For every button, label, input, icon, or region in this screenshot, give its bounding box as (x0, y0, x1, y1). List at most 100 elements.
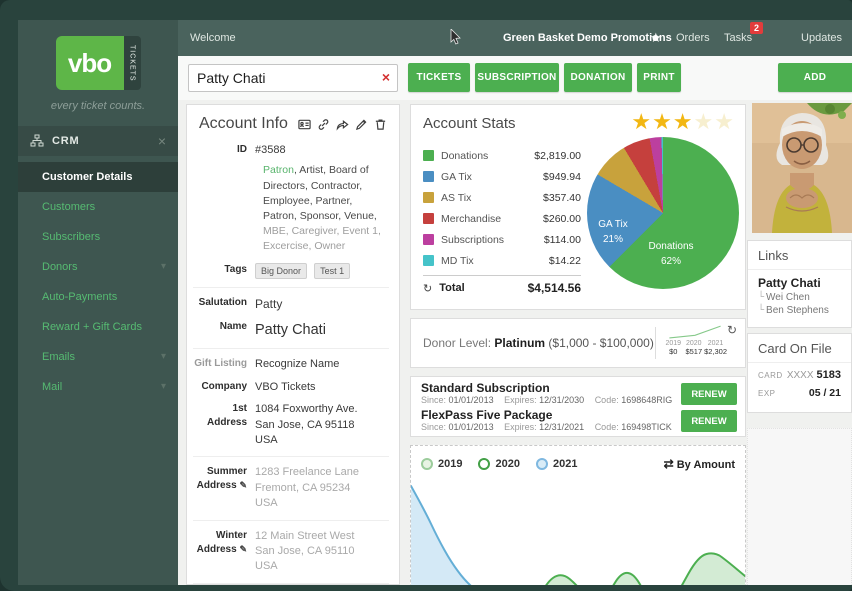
chart-legend: 2019 2020 2021 ⇄ By Amount (421, 454, 735, 474)
by-amount-toggle[interactable]: ⇄ By Amount (663, 457, 735, 471)
link-icon[interactable] (317, 118, 330, 131)
sidebar: vbo TICKETS every ticket counts. CRM × C… (18, 20, 178, 585)
share-forward-icon[interactable] (336, 118, 349, 131)
field-label: ID (237, 144, 247, 155)
account-info-title: Account Info (199, 115, 288, 132)
refresh-icon[interactable]: ↻ (423, 282, 433, 295)
orders-link[interactable]: Orders (676, 32, 710, 44)
subscription-button[interactable]: SUBSCRIPTION (475, 63, 559, 92)
welcome-link[interactable]: Welcome (190, 32, 236, 44)
donor-level-card: Donor Level: Platinum ($1,000 - $100,000… (410, 318, 746, 368)
legend-dot (421, 458, 433, 470)
organization-name[interactable]: Green Basket Demo Promotions (503, 32, 672, 44)
favorite-star-icon[interactable]: ★ (650, 30, 662, 45)
legend-row: Merchandise $260.00 (423, 208, 581, 229)
winter-address: 12 Main Street West San Jose, CA 95110 U… (255, 529, 355, 573)
tickets-button[interactable]: TICKETS (408, 63, 470, 92)
updates-link[interactable]: Updates (801, 32, 842, 44)
sidebar-item-donors[interactable]: Donors ▾ (18, 252, 178, 282)
edit-pencil-icon[interactable]: ✎ (239, 543, 247, 554)
tasks-link[interactable]: Tasks (724, 32, 753, 44)
field-label: Name (219, 321, 247, 333)
sidebar-nav: Customer Details Customers Subscribers D… (18, 162, 178, 402)
customer-search-input[interactable] (188, 64, 398, 92)
empty-panel (747, 428, 852, 585)
legend-swatch (423, 213, 434, 224)
topbar: Welcome Green Basket Demo Promotions ★ O… (178, 20, 852, 56)
salutation-value: Patty (255, 297, 283, 312)
sitemap-icon (30, 134, 44, 147)
edit-pencil-icon[interactable] (355, 118, 368, 131)
edit-pencil-icon[interactable]: ✎ (239, 480, 247, 491)
refresh-icon[interactable]: ↻ (726, 323, 737, 337)
card-last4: 5183 (816, 369, 841, 381)
tasks-badge: 2 (750, 22, 764, 34)
legend-dot (535, 458, 548, 470)
renew-button[interactable]: RENEW (681, 410, 737, 432)
field-label: Tags (224, 263, 247, 275)
customer-id: #3588 (255, 144, 286, 156)
brand-tagline: every ticket counts. (50, 100, 146, 112)
divider (655, 327, 656, 359)
star-rating[interactable]: ★★★★★ (631, 109, 735, 134)
account-stats-card: Account Stats ★★★★★ Donations $2,819.00 G… (410, 104, 746, 310)
legend-row: GA Tix $949.94 (423, 166, 581, 187)
giving-sparkline: 2019 $0 2020 $517 2021 $2,302 (663, 322, 727, 366)
donor-level-value: Platinum (494, 336, 546, 350)
account-info-card: Account Info ID #3588 Patron, Artist, Bo… (186, 104, 400, 585)
renew-button[interactable]: RENEW (681, 383, 737, 405)
company-value: VBO Tickets (255, 380, 316, 393)
vbo-logo: vbo TICKETS (18, 36, 178, 90)
legend-2020[interactable]: 2020 (478, 458, 520, 470)
pie-slice-label: Donations 62% (648, 241, 694, 267)
subscription-row: Standard Subscription Since: 01/01/2013 … (421, 382, 737, 408)
legend-row: Donations $2,819.00 (423, 145, 581, 166)
legend-swatch (423, 234, 434, 245)
sidebar-item-customer-details[interactable]: Customer Details (18, 162, 178, 192)
donation-button[interactable]: DONATION (564, 63, 632, 92)
linked-customer-primary[interactable]: Patty Chati (758, 276, 821, 290)
legend-dot (478, 458, 491, 470)
address-1: 1084 Foxworthy Ave. San Jose, CA 95118 U… (255, 403, 358, 446)
field-label: Winter Address ✎ (196, 529, 247, 555)
print-button[interactable]: PRINT (637, 63, 681, 92)
add-button[interactable]: ADD (778, 63, 852, 92)
chevron-down-icon: ▾ (160, 381, 166, 392)
legend-2019[interactable]: 2019 (421, 458, 462, 470)
legend-swatch (423, 150, 434, 161)
sidebar-item-customers[interactable]: Customers (42, 201, 96, 213)
card-on-file-title: Card On File (748, 334, 851, 363)
legend-swatch (423, 192, 434, 203)
field-label: Salutation (198, 297, 247, 309)
field-label: Summer Address ✎ (196, 466, 247, 492)
customer-photo (752, 103, 852, 233)
stats-total-row: ↻ Total $4,514.56 (423, 275, 581, 295)
sidebar-item-emails[interactable]: Emails ▾ (18, 342, 178, 372)
sidebar-item-reward-gift-cards[interactable]: Reward + Gift Cards (42, 321, 142, 333)
account-stats-pie (587, 137, 739, 289)
sidebar-item-subscribers[interactable]: Subscribers (42, 231, 101, 243)
sidebar-crm-header: CRM × (18, 126, 178, 156)
trash-icon[interactable] (374, 118, 387, 131)
swap-icon: ⇄ (663, 457, 674, 471)
sidebar-item-mail[interactable]: Mail ▾ (18, 372, 178, 402)
pie-slice-label: GA Tix 21% (598, 219, 628, 245)
toolbar: × TICKETS SUBSCRIPTION DONATION PRINT AD… (178, 56, 852, 100)
gift-listing-value: Recognize Name (255, 358, 340, 371)
main-content: × TICKETS SUBSCRIPTION DONATION PRINT AD… (178, 56, 852, 585)
clear-search-icon[interactable]: × (381, 69, 390, 85)
field-label: Gift Listing (194, 358, 247, 370)
close-icon[interactable]: × (157, 133, 166, 149)
legend-2021[interactable]: 2021 (535, 458, 577, 470)
linked-customer: └ Wei Chen (758, 292, 810, 303)
customer-roles: Patron, Artist, Board of Directors, Cont… (263, 164, 381, 253)
legend-swatch (423, 255, 434, 266)
contact-card-icon[interactable] (298, 118, 311, 131)
field-label: 1st Address (206, 403, 247, 429)
linked-customer: └ Ben Stephens (758, 305, 829, 316)
legend-row: AS Tix $357.40 (423, 187, 581, 208)
tag-badge: Test 1 (314, 262, 351, 280)
sidebar-item-auto-payments[interactable]: Auto-Payments (42, 291, 118, 303)
stats-total-value: $4,514.56 (527, 281, 581, 295)
